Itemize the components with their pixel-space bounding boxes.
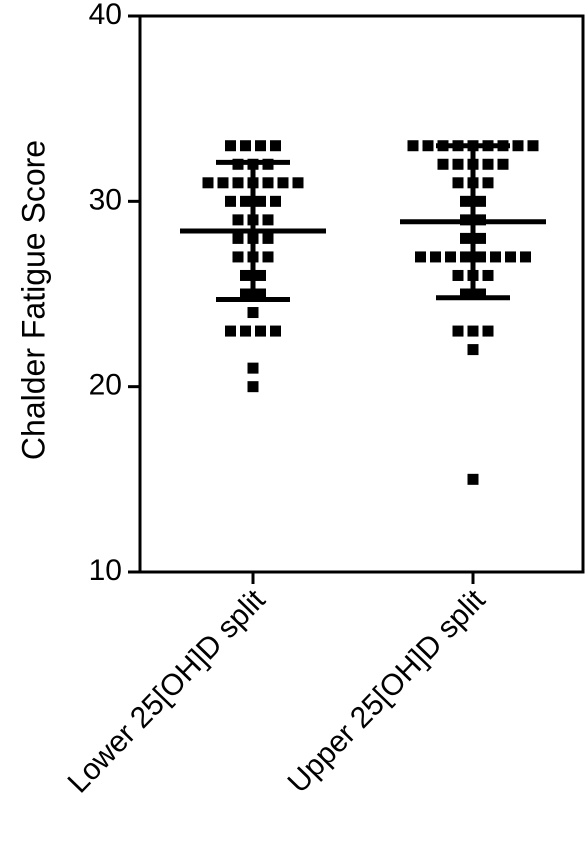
data-point <box>452 177 464 189</box>
data-point <box>217 177 229 189</box>
data-point <box>262 251 274 263</box>
data-point <box>262 232 274 244</box>
data-point <box>512 140 524 152</box>
data-point <box>460 232 471 244</box>
data-point <box>255 269 266 281</box>
data-point <box>497 158 509 170</box>
data-point <box>475 288 486 300</box>
x-tick-label: Lower 25[OH]D split <box>62 583 273 799</box>
data-point <box>475 195 486 207</box>
data-point <box>240 288 251 300</box>
data-point <box>202 177 214 189</box>
data-point <box>270 195 281 207</box>
data-point <box>240 195 251 207</box>
data-point <box>520 251 531 263</box>
x-tick-label: Upper 25[OH]D split <box>282 583 493 799</box>
data-point <box>527 140 539 152</box>
y-tick-label: 20 <box>89 369 122 402</box>
data-point <box>240 269 251 281</box>
data-point <box>482 269 494 281</box>
data-point <box>232 177 244 189</box>
data-point <box>247 307 259 319</box>
data-point <box>270 325 281 337</box>
data-point <box>247 362 259 374</box>
data-point <box>490 251 501 263</box>
plot-frame <box>138 14 585 574</box>
data-point <box>247 381 259 393</box>
y-tick-label: 40 <box>89 0 122 31</box>
data-point <box>262 177 274 189</box>
data-point <box>255 195 266 207</box>
data-point <box>482 177 494 189</box>
data-point <box>460 288 471 300</box>
y-axis-label: Chalder Fatigue Score <box>15 140 51 460</box>
data-point <box>232 251 244 263</box>
data-point <box>407 140 419 152</box>
data-point <box>292 177 304 189</box>
data-point <box>467 325 479 337</box>
data-point <box>460 251 471 263</box>
data-point <box>505 251 516 263</box>
data-point <box>467 344 479 356</box>
data-point <box>482 325 494 337</box>
data-point <box>255 288 266 300</box>
data-point <box>225 325 236 337</box>
data-point <box>482 158 494 170</box>
data-point <box>460 195 471 207</box>
data-point <box>270 140 281 152</box>
data-point <box>422 140 434 152</box>
data-point <box>452 269 464 281</box>
y-tick-label: 30 <box>89 183 122 216</box>
data-point <box>225 195 236 207</box>
data-point <box>277 177 289 189</box>
data-point <box>232 232 244 244</box>
data-point <box>475 232 486 244</box>
data-point <box>430 251 441 263</box>
y-tick-label: 10 <box>89 554 122 587</box>
data-point <box>262 214 274 226</box>
data-point <box>225 140 236 152</box>
data-point <box>240 140 251 152</box>
data-point <box>452 158 464 170</box>
data-point <box>232 214 244 226</box>
data-point <box>445 251 456 263</box>
data-point <box>255 325 266 337</box>
data-point <box>437 158 449 170</box>
data-point <box>415 251 426 263</box>
data-point <box>240 325 251 337</box>
data-point <box>452 325 464 337</box>
data-point <box>255 140 266 152</box>
data-point <box>475 251 486 263</box>
data-point <box>467 473 479 485</box>
